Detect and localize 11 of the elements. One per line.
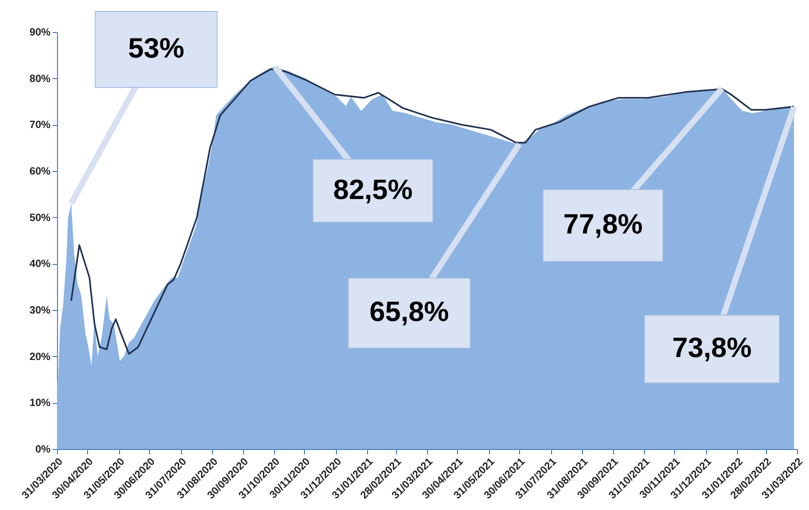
y-tick-label: 90% bbox=[29, 26, 52, 38]
y-tick-label: 30% bbox=[29, 304, 52, 316]
y-tick-label: 40% bbox=[29, 258, 52, 270]
y-tick-label: 20% bbox=[29, 350, 52, 363]
y-tick-label: 50% bbox=[29, 212, 52, 224]
y-tick-label: 80% bbox=[29, 72, 52, 85]
annotation: 53% bbox=[128, 32, 184, 64]
y-tick-label: 60% bbox=[29, 166, 52, 178]
y-tick-label: 70% bbox=[29, 119, 52, 132]
y-tick-label: 0% bbox=[35, 444, 52, 456]
y-tick-label: 10% bbox=[29, 397, 52, 410]
